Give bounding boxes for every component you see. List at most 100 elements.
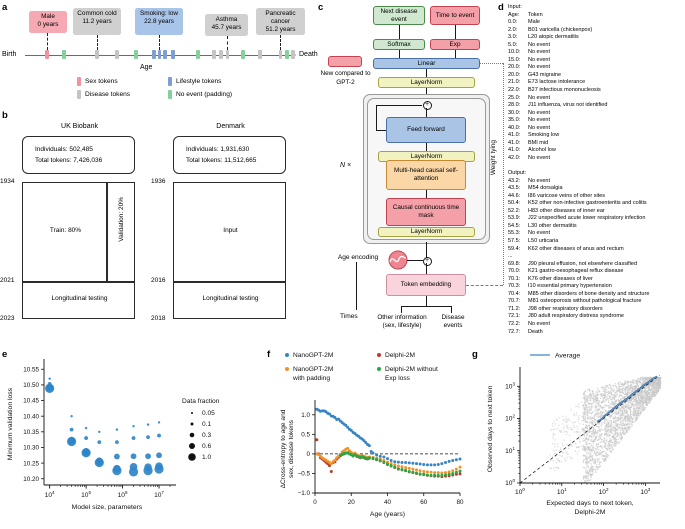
data-point [386, 457, 389, 461]
data-point [458, 465, 462, 469]
data-point [411, 470, 415, 474]
data-point [407, 469, 411, 473]
legend-swatch-sex [77, 77, 81, 86]
data-point [115, 428, 119, 431]
data-point [422, 472, 426, 476]
panel-e-svg: 10.20 10.25 10.30 10.35 10.40 10.45 10.50 10.55… [7, 359, 220, 511]
token-name: No event [528, 64, 551, 71]
x-tick-label: 106 [118, 490, 128, 499]
connector [455, 50, 456, 58]
timeline-token-noevent [62, 50, 66, 59]
callout-lifestyle-smoking: Smoking: low 22.8 years [135, 8, 183, 35]
block-label: Token embedding [400, 281, 452, 288]
weight-tying-label: Weight tying [490, 140, 497, 176]
panel-f-svg: NanoGPT-2M Delphi-2M NanoGPT-2M with paddin… [280, 352, 464, 518]
token-name: Male [528, 19, 540, 26]
legend-marker [285, 367, 289, 371]
callout-disease-common-cold: Common cold 11.2 years [73, 8, 121, 35]
token-age: 44.6: [508, 192, 521, 199]
block-feed-forward: Feed forward [386, 117, 466, 143]
data-point [69, 427, 74, 432]
data-point [156, 452, 162, 459]
year-mid-ukbiobank: 2021 [0, 277, 15, 284]
block-softmax: Softmax [373, 39, 425, 50]
legend-entry-label: 0.05 [202, 410, 215, 417]
legend-entry-label: with padding [292, 375, 330, 382]
output-token-row: 70.3: I10 essential primary hypertension [508, 283, 685, 291]
token-age: 70.0: [508, 268, 521, 275]
data-point [371, 451, 375, 455]
scatter-cloud [549, 376, 662, 484]
y-tick-label: −1.0 [298, 490, 311, 497]
token-name: J22 unspecified acute lower respiratory … [528, 215, 646, 222]
input-token-row: 41.0: Smoking low [508, 132, 685, 140]
input-token-row: 28.0: J11 influenza, virus not identified [508, 102, 685, 110]
legend-marker [377, 367, 381, 371]
callout-title: Pancreatic cancer [265, 10, 296, 25]
data-point [375, 457, 379, 461]
data-point [444, 471, 447, 475]
data-point [386, 462, 389, 466]
connector [399, 50, 400, 58]
block-label: Time to event [435, 11, 475, 19]
callout-title: Asthma [215, 16, 238, 23]
input-box-denmark: Input [173, 182, 286, 282]
legend-entry-label: 1.0 [202, 454, 211, 461]
y-tick-label: 101 [505, 446, 515, 455]
timeline-token-disease [225, 50, 230, 59]
data-point [425, 470, 429, 474]
token-age: 41.0: [508, 147, 521, 154]
leader-line [47, 33, 48, 50]
x-tick-label: 80 [456, 499, 464, 506]
longitudinal-testing-box-denmark: Longitudinal testing [173, 282, 286, 319]
output-token-row: 52.2: H83 other diseases of inner ear [508, 208, 685, 216]
sine-wave-icon [388, 250, 408, 270]
residual-add-icon-3: + [422, 256, 432, 266]
data-point [328, 464, 331, 468]
train-label: Train: 80% [49, 227, 82, 234]
validation-box-ukbiobank: Validation: 20% [107, 182, 135, 282]
token-name: M81 osteoporosis without pathological fr… [528, 298, 642, 305]
cohort-summary-card-denmark: Individuals: 1,931,630 Total tokens: 11,… [173, 136, 286, 174]
data-point [433, 463, 437, 467]
connector [426, 69, 427, 77]
data-point [451, 469, 455, 473]
token-name: Smoking low [528, 132, 560, 139]
token-age: 22.0: [508, 87, 521, 94]
token-age: 25.0: [508, 94, 521, 101]
token-age: 72.2: [508, 320, 521, 327]
y-tick-label: 103 [505, 381, 515, 390]
spacer [508, 162, 685, 170]
legend-swatch-new-vs-gpt2 [328, 56, 362, 67]
connector-times [356, 262, 357, 310]
data-point [436, 471, 440, 475]
y-tick-label: 102 [505, 414, 515, 423]
data-point [393, 465, 397, 469]
token-age: 59.4: [508, 245, 521, 252]
panel-e-label: e [2, 349, 8, 360]
token-name: No event [528, 230, 551, 237]
data-point [128, 467, 139, 477]
output-token-row: 70.1: K76 other diseases of liver [508, 276, 685, 284]
block-time-to-event: Time to event [430, 6, 480, 25]
data-point [349, 428, 353, 432]
data-point [396, 467, 400, 471]
input-token-row: 5.0: No event [508, 42, 685, 50]
year-mid-denmark: 2016 [151, 277, 166, 284]
connector [455, 25, 456, 39]
data-point [396, 460, 400, 464]
panel-f-crossentropy-plot: f NanoGPT-2M Delphi-2M NanoGPT-2M with padd… [265, 345, 480, 529]
axis-end-label: Death [299, 51, 318, 58]
block-label: Next disease event [380, 7, 418, 23]
token-name: Death [528, 328, 543, 335]
token-name: J80 adult respiratory distress syndrome [528, 313, 624, 320]
data-point [429, 463, 433, 467]
block-layernorm-bottom: LayerNorm [378, 227, 475, 237]
data-point [315, 438, 319, 442]
block-multi-head-attention: Multi-head causal self-attention [386, 160, 466, 190]
token-name: I10 essential primary hypertension [528, 283, 612, 290]
token-age: 40.0: [508, 124, 521, 131]
data-point [84, 436, 89, 440]
data-point [458, 457, 462, 461]
connector [426, 242, 427, 258]
